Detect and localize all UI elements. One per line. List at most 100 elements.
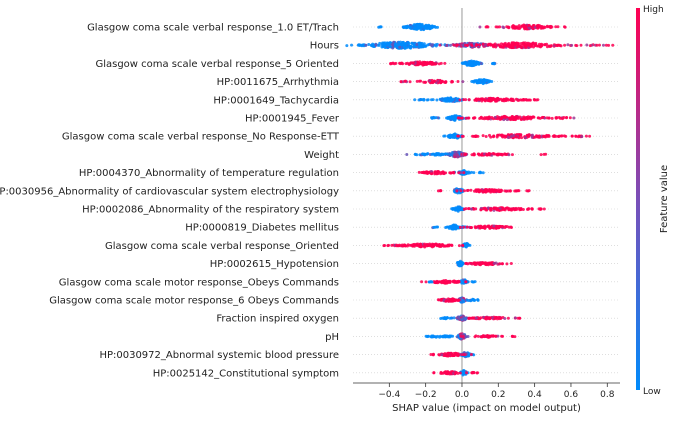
data-point	[499, 189, 503, 193]
data-point	[469, 352, 473, 356]
data-point	[419, 61, 423, 65]
feature-label: HP:0011675_Arrhythmia	[217, 77, 339, 88]
data-point	[510, 115, 514, 119]
data-point	[503, 135, 507, 139]
data-point	[419, 79, 423, 83]
data-point	[407, 41, 411, 45]
data-point	[470, 62, 474, 66]
data-point	[448, 224, 452, 228]
data-point	[464, 244, 468, 248]
data-point	[458, 371, 462, 375]
data-point	[505, 262, 509, 266]
data-point	[399, 61, 403, 65]
data-point	[397, 41, 401, 45]
feature-label: HP:0000819_Diabetes mellitus	[185, 223, 339, 234]
data-point	[520, 44, 524, 48]
data-point	[550, 116, 554, 120]
data-point	[421, 152, 425, 156]
data-point	[434, 153, 438, 157]
data-point	[432, 371, 436, 375]
feature-label: HP:0030972_Abnormal systemic blood press…	[99, 350, 339, 361]
data-point	[477, 98, 481, 101]
data-point	[491, 152, 495, 156]
data-point	[445, 316, 449, 320]
data-point	[457, 244, 461, 248]
data-point	[500, 99, 504, 103]
data-point	[436, 152, 440, 156]
x-axis: −0.4 −0.2 0.0 0.2 0.4 0.6 0.8	[353, 382, 620, 400]
data-point	[423, 80, 427, 84]
data-point	[374, 43, 378, 47]
data-point	[456, 225, 460, 229]
data-point	[499, 42, 503, 46]
data-point	[433, 280, 437, 284]
data-point	[509, 134, 513, 138]
data-point	[471, 316, 475, 320]
data-point	[481, 226, 485, 230]
data-point	[426, 334, 430, 338]
data-point	[442, 80, 446, 84]
data-point	[496, 153, 500, 157]
data-point	[461, 298, 464, 302]
data-point	[462, 225, 466, 229]
data-point	[572, 116, 576, 120]
data-point	[500, 116, 504, 120]
feature-label: Glasgow coma scale verbal response_5 Ori…	[95, 59, 339, 70]
feature-label: HP:0002086_Abnormality of the respirator…	[82, 205, 339, 216]
data-point	[484, 188, 488, 191]
data-point	[449, 171, 453, 175]
colorbar-low-label: Low	[643, 387, 661, 397]
data-point	[556, 25, 560, 29]
data-point	[488, 152, 492, 156]
data-point	[480, 334, 484, 338]
data-point	[415, 79, 419, 83]
data-point	[403, 25, 407, 29]
data-point	[611, 43, 615, 47]
feature-labels: Glasgow coma scale verbal response_1.0 E…	[0, 23, 340, 380]
data-point	[430, 116, 434, 120]
data-point	[557, 134, 561, 138]
data-point	[434, 242, 438, 246]
data-point	[515, 45, 519, 49]
data-point	[506, 316, 510, 320]
data-point	[512, 134, 516, 138]
data-point	[415, 63, 419, 67]
data-point	[468, 243, 472, 247]
data-point	[463, 43, 467, 47]
data-points	[345, 22, 615, 377]
data-point	[547, 116, 551, 120]
data-point	[423, 61, 427, 65]
data-point	[481, 261, 485, 265]
data-point	[477, 78, 481, 82]
data-point	[478, 80, 482, 84]
data-point	[430, 62, 434, 66]
data-point	[481, 78, 485, 82]
data-point	[487, 115, 491, 119]
data-point	[473, 225, 477, 229]
data-point	[455, 189, 459, 193]
data-point	[379, 25, 383, 29]
x-tick-label: 0.8	[600, 390, 615, 400]
data-point	[470, 170, 474, 174]
data-point	[535, 98, 539, 102]
data-point	[439, 189, 443, 193]
data-point	[492, 224, 496, 228]
x-tick-label: 0.4	[527, 390, 542, 400]
data-point	[555, 116, 559, 120]
data-point	[457, 171, 461, 175]
data-point	[588, 44, 592, 48]
data-point	[492, 261, 496, 265]
data-point	[551, 134, 555, 138]
data-point	[525, 41, 529, 45]
data-point	[501, 25, 505, 29]
data-point	[503, 152, 507, 156]
data-point	[475, 43, 479, 47]
data-point	[507, 153, 511, 157]
data-point	[420, 280, 424, 284]
data-point	[466, 262, 470, 266]
data-point	[450, 207, 454, 211]
data-point	[412, 61, 415, 65]
data-point	[408, 80, 412, 84]
data-point	[532, 97, 536, 101]
data-point	[383, 41, 387, 45]
